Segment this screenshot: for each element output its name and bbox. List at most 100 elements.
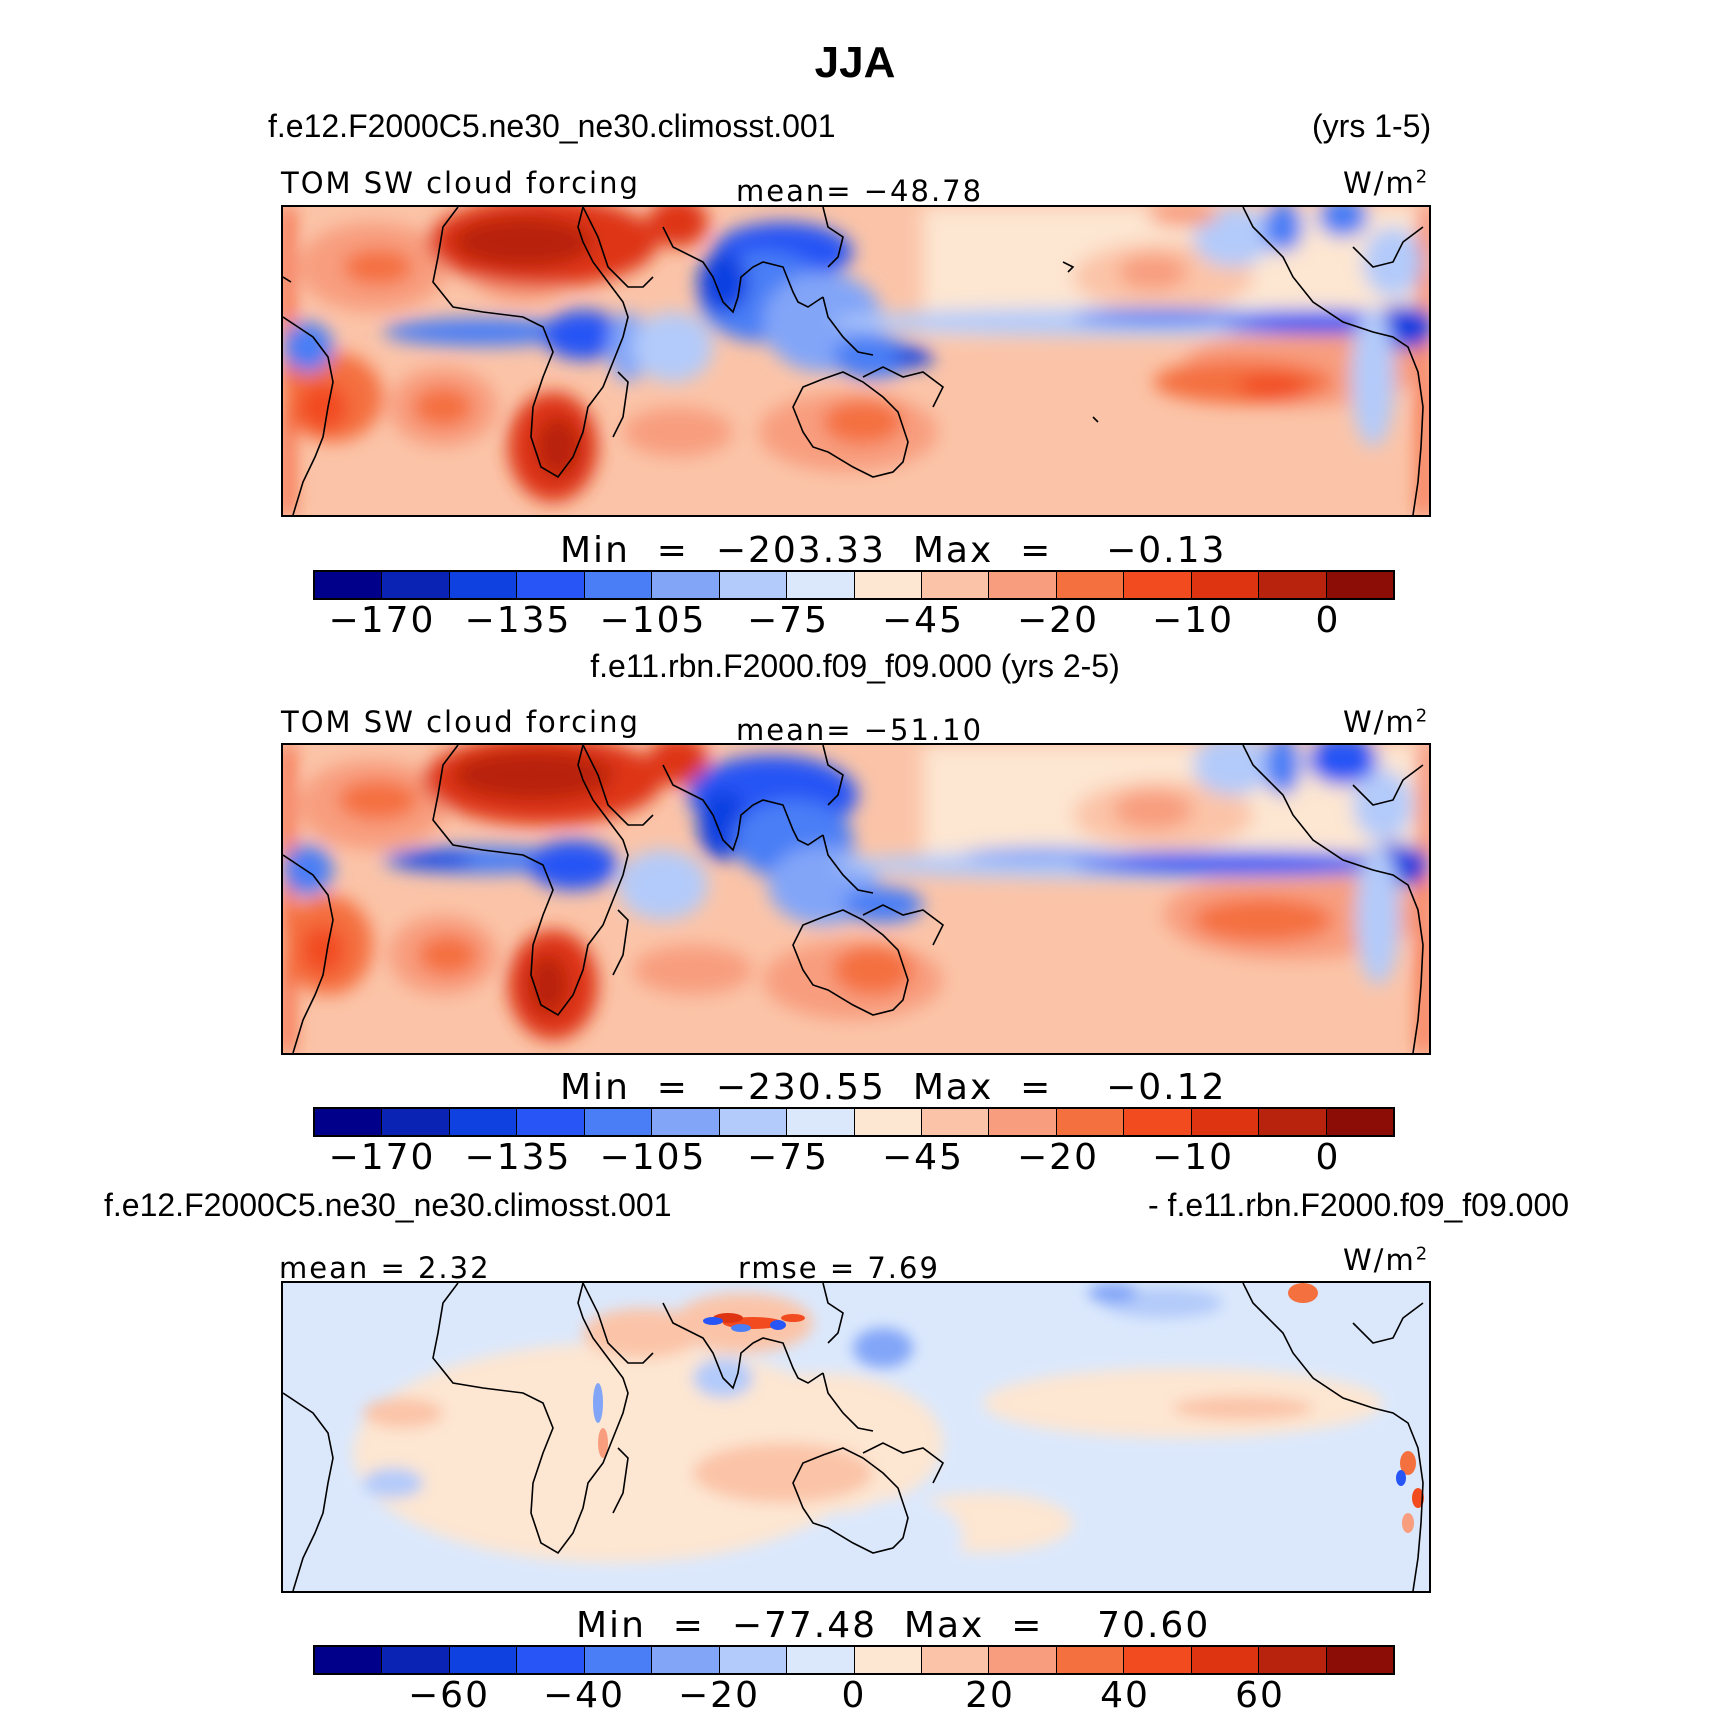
colorbar-swatch	[1326, 1647, 1393, 1673]
panel2-variable-label: TOM SW cloud forcing	[281, 705, 640, 739]
colorbar-swatch	[854, 1109, 922, 1135]
colorbar-swatch	[989, 572, 1057, 598]
panel1-colorbar	[313, 570, 1395, 600]
colorbar-swatch	[652, 1109, 720, 1135]
panel3-map	[281, 1281, 1431, 1593]
colorbar-swatch	[1191, 1647, 1260, 1673]
colorbar-swatch	[719, 1109, 788, 1135]
colorbar-tick-label: −105	[599, 1137, 707, 1178]
colorbar-swatch	[1124, 1109, 1192, 1135]
panel1-case-name: f.e12.F2000C5.ne30_ne30.climosst.001	[268, 108, 836, 144]
colorbar-swatch	[787, 1109, 855, 1135]
colorbar-swatch	[449, 1647, 518, 1673]
colorbar-swatch	[584, 572, 653, 598]
colorbar-tick-label: −170	[328, 1137, 436, 1178]
colorbar-swatch	[315, 572, 383, 598]
colorbar-swatch	[315, 1647, 383, 1673]
colorbar-swatch	[787, 572, 855, 598]
panel3-case-right: - f.e11.rbn.F2000.f09_f09.000	[1148, 1187, 1570, 1223]
colorbar-swatch	[517, 1647, 585, 1673]
panel1-minmax: Min = −203.33 Max = −0.13	[560, 530, 1227, 571]
colorbar-tick-label: 60	[1235, 1675, 1285, 1716]
colorbar-swatch	[854, 1647, 922, 1673]
colorbar-swatch	[1124, 1647, 1192, 1673]
panel2-mean: mean= −51.10	[736, 713, 984, 747]
colorbar-tick-label: −20	[1017, 1137, 1099, 1178]
panel1-variable-label: TOM SW cloud forcing	[281, 166, 640, 200]
colorbar-swatch	[449, 572, 518, 598]
panel1-mean: mean= −48.78	[736, 174, 984, 208]
panel3-map-field	[283, 1283, 1429, 1591]
colorbar-swatch	[584, 1647, 653, 1673]
panel2-colorbar	[313, 1107, 1395, 1137]
panel1-map-field	[283, 207, 1429, 515]
colorbar-swatch	[921, 1647, 990, 1673]
colorbar-tick-label: −45	[882, 600, 964, 641]
colorbar-swatch	[719, 1647, 788, 1673]
colorbar-swatch	[1124, 572, 1192, 598]
colorbar-swatch	[517, 572, 585, 598]
figure-title: JJA	[814, 38, 896, 87]
panel2-coastlines	[283, 745, 1424, 1053]
colorbar-swatch	[921, 1109, 990, 1135]
panel2-map-field	[283, 745, 1429, 1053]
colorbar-tick-label: 0	[1315, 600, 1341, 641]
panel3-units: W/m2	[1343, 1243, 1430, 1277]
colorbar-tick-label: −10	[1152, 600, 1234, 641]
colorbar-swatch	[584, 1109, 653, 1135]
colorbar-tick-label: −75	[747, 1137, 829, 1178]
colorbar-swatch	[517, 1109, 585, 1135]
colorbar-tick-label: −10	[1152, 1137, 1234, 1178]
colorbar-tick-label: −40	[543, 1675, 625, 1716]
colorbar-swatch	[989, 1647, 1057, 1673]
colorbar-swatch	[449, 1109, 518, 1135]
colorbar-tick-label: −135	[464, 600, 572, 641]
colorbar-swatch	[1259, 572, 1327, 598]
colorbar-tick-label: −60	[408, 1675, 490, 1716]
panel1-coastlines	[283, 207, 1424, 515]
colorbar-swatch	[382, 572, 450, 598]
colorbar-tick-label: −105	[599, 600, 707, 641]
colorbar-swatch	[1191, 572, 1260, 598]
colorbar-swatch	[315, 1109, 383, 1135]
colorbar-tick-label: −20	[678, 1675, 760, 1716]
panel3-highlights	[593, 1283, 1424, 1533]
panel2-units: W/m2	[1343, 705, 1430, 739]
colorbar-tick-label: 40	[1100, 1675, 1150, 1716]
panel3-case-left: f.e12.F2000C5.ne30_ne30.climosst.001	[104, 1187, 672, 1223]
colorbar-swatch	[989, 1109, 1057, 1135]
colorbar-tick-label: −75	[747, 600, 829, 641]
colorbar-tick-label: −170	[328, 600, 436, 641]
colorbar-swatch	[1191, 1109, 1260, 1135]
panel2-minmax: Min = −230.55 Max = −0.12	[560, 1067, 1227, 1108]
colorbar-swatch	[382, 1647, 450, 1673]
colorbar-swatch	[921, 572, 990, 598]
panel3-colorbar	[313, 1645, 1395, 1675]
panel2-case-name: f.e11.rbn.F2000.f09_f09.000 (yrs 2-5)	[590, 648, 1120, 684]
colorbar-swatch	[652, 572, 720, 598]
panel3-mean: mean = 2.32	[279, 1251, 491, 1285]
colorbar-swatch	[1326, 572, 1393, 598]
colorbar-swatch	[1056, 1647, 1125, 1673]
colorbar-swatch	[1259, 1109, 1327, 1135]
colorbar-swatch	[719, 572, 788, 598]
panel1-map	[281, 205, 1431, 517]
colorbar-swatch	[1056, 1109, 1125, 1135]
colorbar-tick-label: −20	[1017, 600, 1099, 641]
colorbar-swatch	[1259, 1647, 1327, 1673]
colorbar-swatch	[382, 1109, 450, 1135]
panel1-years: (yrs 1-5)	[1312, 108, 1432, 144]
colorbar-swatch	[787, 1647, 855, 1673]
colorbar-swatch	[1326, 1109, 1393, 1135]
panel3-coastlines	[283, 1283, 1424, 1591]
colorbar-tick-label: 0	[841, 1675, 867, 1716]
colorbar-swatch	[1056, 572, 1125, 598]
panel2-map	[281, 743, 1431, 1055]
colorbar-swatch	[652, 1647, 720, 1673]
colorbar-tick-label: −45	[882, 1137, 964, 1178]
colorbar-tick-label: 20	[965, 1675, 1015, 1716]
panel1-units: W/m2	[1343, 166, 1430, 200]
colorbar-tick-label: −135	[464, 1137, 572, 1178]
panel3-rmse: rmse = 7.69	[738, 1251, 940, 1285]
panel3-minmax: Min = −77.48 Max = 70.60	[576, 1605, 1211, 1646]
